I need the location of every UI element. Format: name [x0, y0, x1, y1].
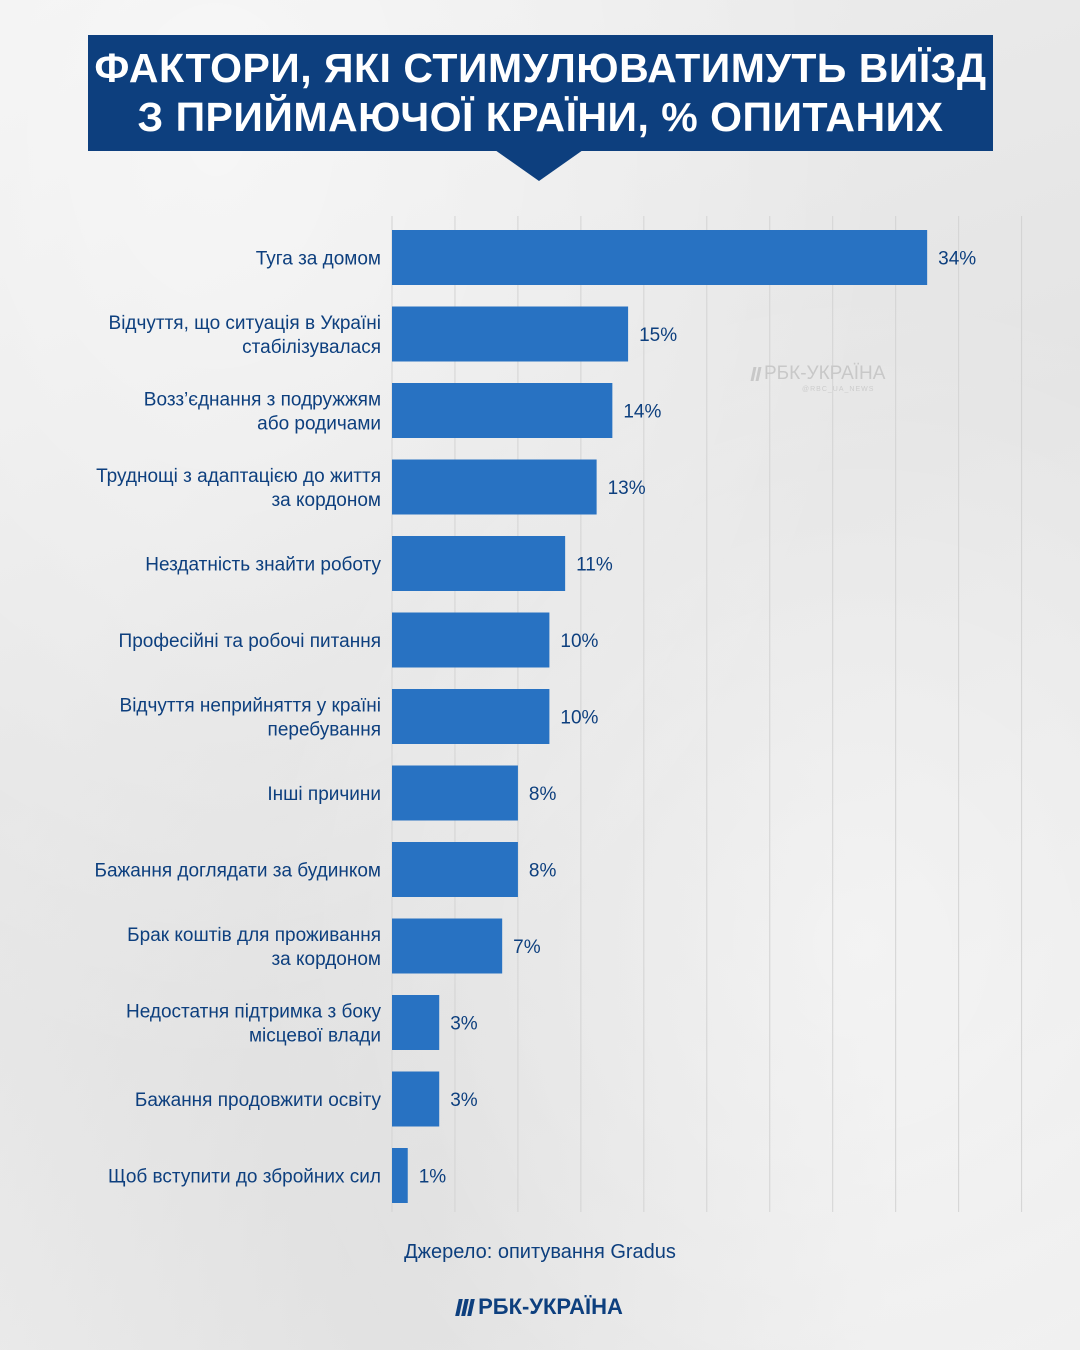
category-label: Нездатність знайти роботу: [145, 555, 381, 576]
category-label-line: місцевої влади: [249, 1026, 381, 1047]
category-label-line: Щоб вступити до збройних сил: [108, 1167, 381, 1188]
bar: [392, 306, 629, 362]
category-label-line: Професійні та робочі питання: [119, 631, 381, 652]
category-label-line: або родичами: [257, 414, 381, 435]
title-pointer: [495, 150, 583, 181]
brand-footer: РБК-УКРАЇНА: [0, 1294, 1080, 1320]
value-label: 8%: [529, 861, 557, 882]
value-label: 3%: [450, 1090, 478, 1111]
category-label: Інші причини: [267, 784, 381, 805]
bar: [392, 1071, 440, 1127]
bar: [392, 995, 440, 1050]
category-label-line: за кордоном: [271, 490, 381, 511]
category-label: Труднощі з адаптацією до життя за кордоно…: [96, 466, 381, 511]
category-label: Туга за домом: [256, 249, 381, 270]
category-label-line: Бажання продовжити освіту: [135, 1090, 382, 1111]
category-label: Недостатня підтримка з боку місцевої влад…: [126, 1002, 382, 1047]
value-label: 10%: [560, 708, 598, 729]
brand-name: РБК-УКРАЇНА: [478, 1294, 623, 1319]
category-label: Щоб вступити до збройних сил: [108, 1167, 381, 1188]
chart-title: ФАКТОРИ, ЯКІ СТИМУЛЮВАТИМУТЬ ВИЇЗД З ПРИ…: [94, 45, 987, 140]
source-note: Джерело: опитування Gradus: [404, 1241, 676, 1263]
watermark-logo-icon: [750, 367, 762, 381]
category-label: Бажання продовжити освіту: [135, 1090, 382, 1111]
bar: [392, 765, 518, 821]
category-label-line: Відчуття неприйняття у країні: [120, 696, 381, 717]
bar: [392, 536, 566, 591]
value-label: 15%: [639, 325, 677, 346]
category-label: Брак коштів для проживання за кордоном: [127, 925, 381, 970]
category-label-line: Возз’єднання з подружжям: [144, 390, 381, 411]
title-banner: ФАКТОРИ, ЯКІ СТИМУЛЮВАТИМУТЬ ВИЇЗД З ПРИ…: [88, 35, 993, 151]
bar: [392, 612, 550, 668]
category-label: Бажання доглядати за будинком: [95, 861, 381, 882]
category-label: Професійні та робочі питання: [119, 631, 381, 652]
category-label-line: Недостатня підтримка з боку: [126, 1002, 382, 1023]
value-label: 14%: [623, 402, 661, 423]
category-label-line: за кордоном: [271, 949, 381, 970]
watermark: РБК-УКРАЇНА: [750, 363, 886, 385]
category-label-line: перебування: [268, 720, 381, 741]
category-label-line: Бажання доглядати за будинком: [95, 861, 381, 882]
category-label-line: Відчуття, що ситуація в Україні: [109, 313, 381, 334]
value-label: 11%: [576, 555, 613, 576]
category-label-line: Туга за домом: [256, 249, 381, 270]
bar: [392, 918, 503, 974]
category-label-line: Інші причини: [267, 784, 381, 805]
value-label: 34%: [938, 249, 976, 270]
watermark-text: РБК-УКРАЇНА: [764, 363, 886, 384]
bar: [392, 1148, 408, 1203]
value-label: 10%: [560, 631, 598, 652]
category-label-line: стабілізувалася: [242, 337, 381, 358]
value-label: 3%: [450, 1014, 478, 1035]
value-label: 8%: [529, 784, 557, 805]
category-label: Возз’єднання з подружжям або родичами: [144, 390, 381, 435]
bar: [392, 383, 613, 438]
bar: [392, 689, 550, 744]
category-label-line: Нездатність знайти роботу: [145, 555, 381, 576]
bar: [392, 230, 928, 285]
value-label: 1%: [419, 1167, 447, 1188]
category-label-line: Труднощі з адаптацією до життя: [96, 466, 381, 487]
category-label: Відчуття неприйняття у країні перебування: [120, 696, 381, 741]
value-label: 13%: [608, 478, 646, 499]
value-label: 7%: [513, 937, 541, 958]
watermark-subtext: @RBC_UA_NEWS: [802, 386, 875, 393]
brand-logo-icon: [455, 1298, 475, 1316]
category-label: Відчуття, що ситуація в Україні стабілізу…: [109, 313, 381, 358]
bar: [392, 459, 597, 515]
category-label-line: Брак коштів для проживання: [127, 925, 381, 946]
bar: [392, 842, 518, 897]
